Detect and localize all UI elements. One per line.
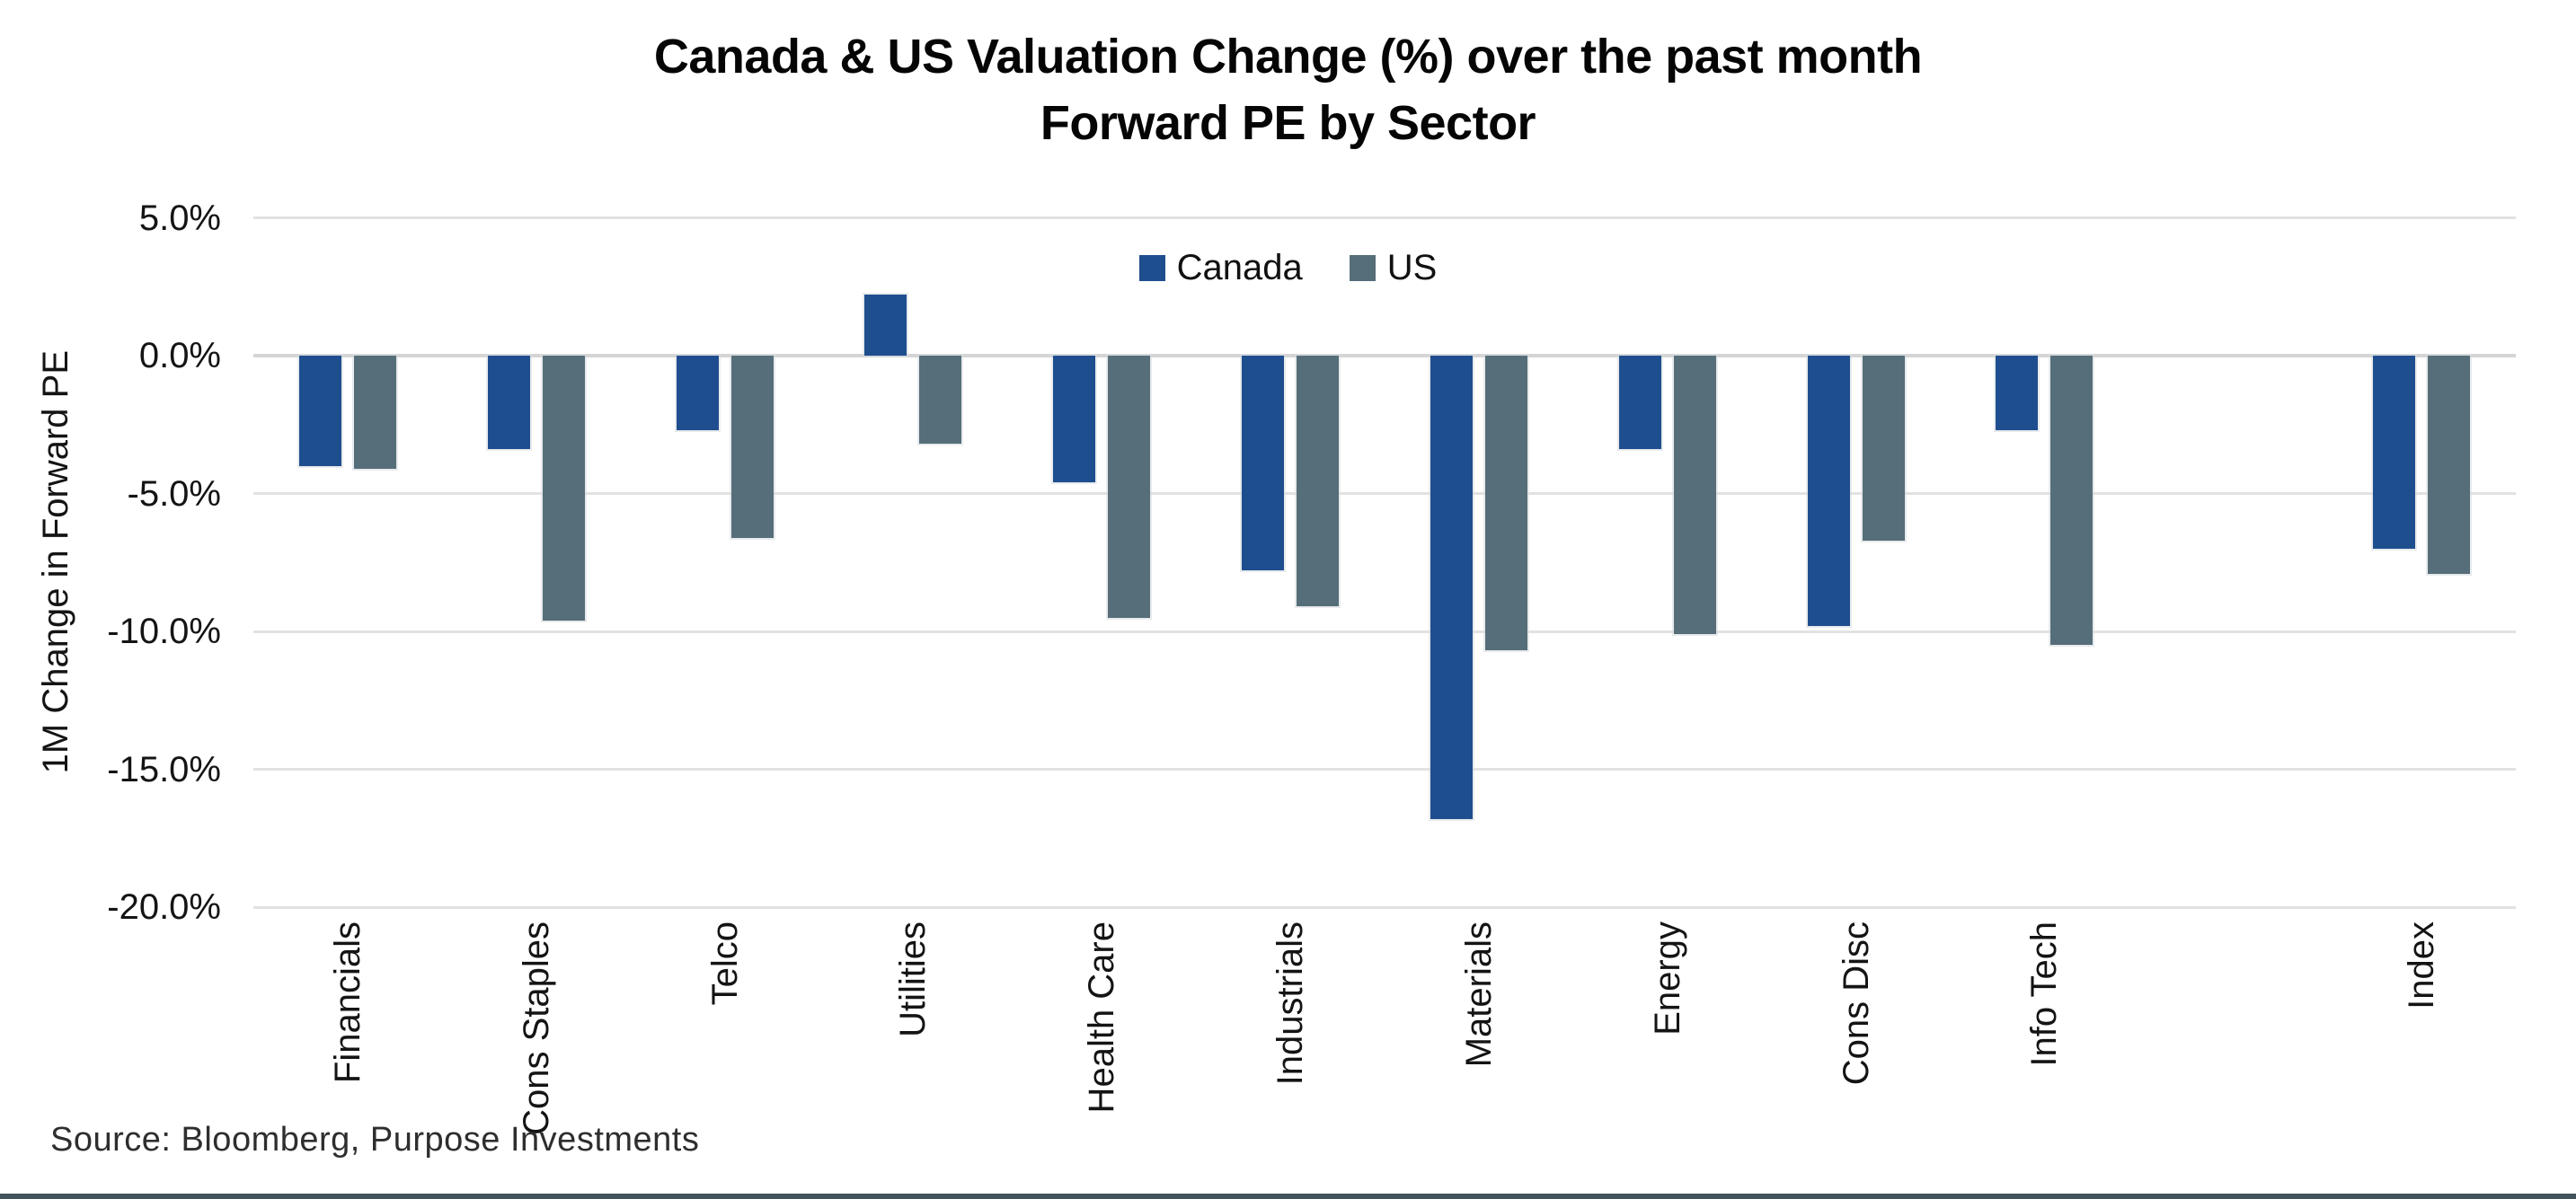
bar-us-telco xyxy=(730,356,774,538)
bar-canada-cons-staples xyxy=(487,356,530,450)
bar-us-industrials xyxy=(1297,356,1340,607)
gridline--5-0- xyxy=(253,492,2516,495)
x-label-industrials: Industrials xyxy=(1270,921,1311,1086)
legend-swatch-canada xyxy=(1138,255,1165,281)
y-tick--15-0-: -15.0% xyxy=(107,749,221,789)
x-label-telco: Telco xyxy=(704,921,745,1006)
bar-canada-cons-disc xyxy=(1807,356,1850,626)
legend-item-canada: Canada xyxy=(1138,248,1303,288)
x-label-info-tech: Info Tech xyxy=(2024,921,2065,1067)
bar-us-cons-staples xyxy=(542,356,585,621)
y-tick-5-0-: 5.0% xyxy=(138,198,221,238)
gridline--20-0- xyxy=(253,905,2516,909)
x-label-index: Index xyxy=(2402,921,2442,1009)
y-tick--10-0-: -10.0% xyxy=(107,612,221,651)
legend-swatch-us xyxy=(1349,255,1376,281)
bar-canada-materials xyxy=(1430,356,1473,819)
bottom-border xyxy=(0,1194,2576,1199)
gridline-5-0- xyxy=(253,216,2516,219)
bar-us-index xyxy=(2428,356,2471,574)
bar-canada-financials xyxy=(298,356,341,466)
legend-label-us: US xyxy=(1386,248,1438,287)
y-tick--5-0-: -5.0% xyxy=(127,473,222,514)
bar-us-cons-disc xyxy=(1862,356,1905,541)
x-label-financials: Financials xyxy=(327,921,367,1084)
gridline-0-0- xyxy=(253,354,2516,357)
bar-us-financials xyxy=(353,356,396,469)
x-label-cons-staples: Cons Staples xyxy=(516,921,556,1135)
source-note: Source: Bloomberg, Purpose Investments xyxy=(50,1121,700,1159)
bar-canada-industrials xyxy=(1242,356,1285,571)
bar-us-health-care xyxy=(1108,356,1151,618)
legend-item-us: US xyxy=(1349,248,1438,288)
legend: Canada US xyxy=(0,248,2576,288)
chart-title: Canada & US Valuation Change (%) over th… xyxy=(0,23,2576,156)
y-tick--20-0-: -20.0% xyxy=(107,887,221,927)
bar-canada-index xyxy=(2373,356,2416,549)
y-axis-title-text: 1M Change in Forward PE xyxy=(35,350,75,774)
chart-title-line2: Forward PE by Sector xyxy=(1040,96,1536,150)
y-axis-title: 1M Change in Forward PE xyxy=(32,217,79,907)
x-label-energy: Energy xyxy=(1647,921,1687,1036)
bar-us-energy xyxy=(1673,356,1716,635)
bar-us-materials xyxy=(1484,356,1527,651)
gridline--15-0- xyxy=(253,768,2516,771)
bar-us-utilities xyxy=(919,356,962,445)
x-label-health-care: Health Care xyxy=(1082,921,1122,1114)
gridline--10-0- xyxy=(253,630,2516,633)
bar-canada-health-care xyxy=(1053,356,1096,483)
chart-title-line1: Canada & US Valuation Change (%) over th… xyxy=(653,30,1923,84)
bar-canada-energy xyxy=(1618,356,1661,450)
legend-label-canada: Canada xyxy=(1176,248,1303,287)
x-label-materials: Materials xyxy=(1458,921,1499,1068)
bar-canada-telco xyxy=(676,356,719,430)
bar-canada-info-tech xyxy=(1996,356,2039,430)
bar-us-info-tech xyxy=(2050,356,2094,646)
y-tick-0-0-: 0.0% xyxy=(138,336,221,375)
x-label-utilities: Utilities xyxy=(893,921,934,1037)
bar-canada-utilities xyxy=(864,295,907,356)
x-label-cons-disc: Cons Disc xyxy=(1836,921,1876,1086)
